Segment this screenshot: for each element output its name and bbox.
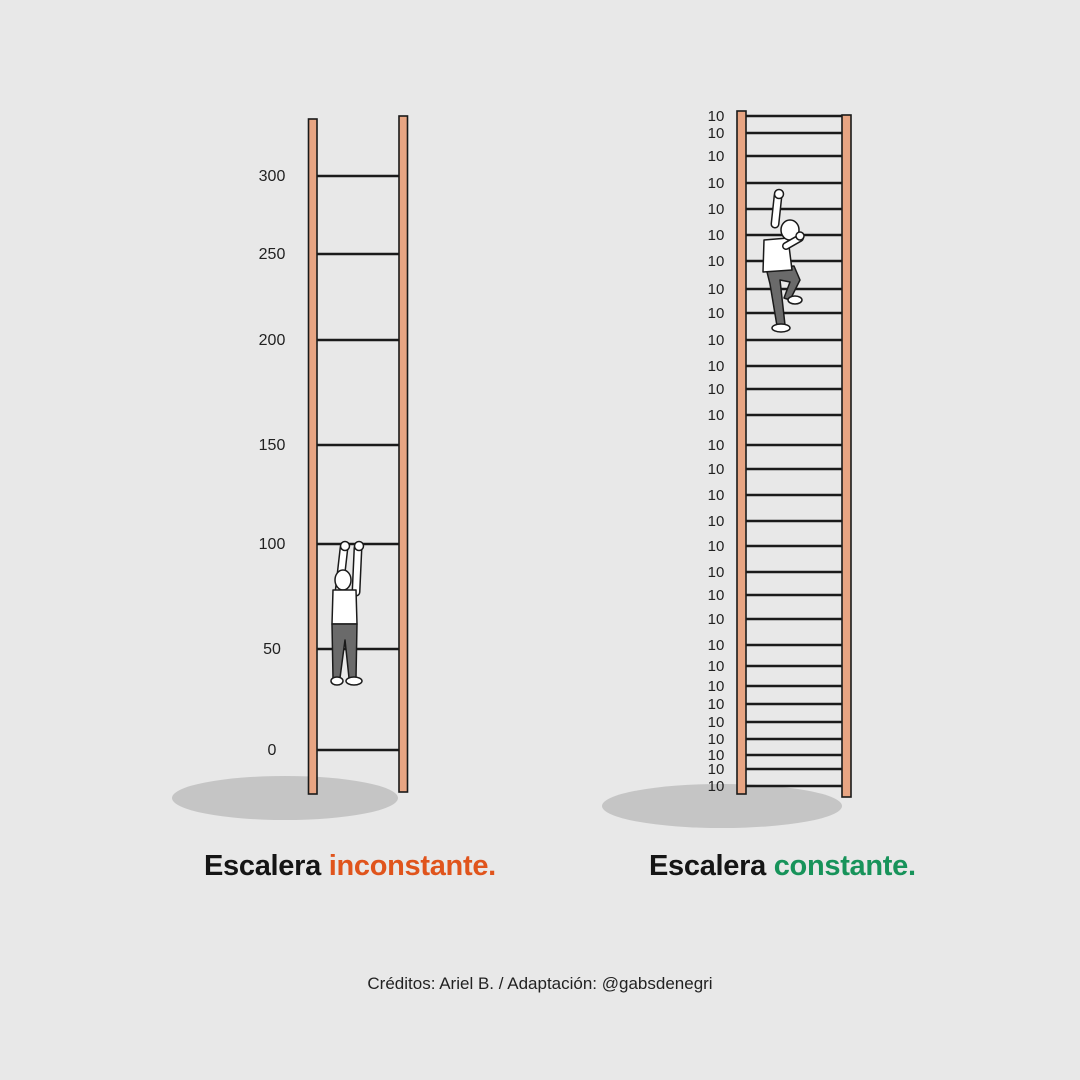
constant-ladder: 1010101010101010101010101010101010101010…	[708, 108, 852, 798]
right-rung-label: 10	[708, 305, 725, 322]
left-rail-right	[398, 115, 409, 793]
right-rung-label: 10	[708, 513, 725, 530]
right-rung-labels: 1010101010101010101010101010101010101010…	[708, 108, 725, 795]
right-rung-label: 10	[708, 358, 725, 375]
left-rung-label: 0	[268, 742, 277, 759]
right-rung-label: 10	[708, 461, 725, 478]
right-ladder-shadow	[602, 784, 842, 828]
right-rung-label: 10	[708, 564, 725, 581]
left-rung-label: 50	[263, 641, 281, 658]
right-rung-label: 10	[708, 125, 725, 142]
right-rung-label: 10	[708, 761, 725, 778]
right-rung-label: 10	[708, 778, 725, 795]
left-rung-label: 150	[259, 437, 286, 454]
right-rung-label: 10	[708, 731, 725, 748]
left-rung-label: 100	[259, 536, 286, 553]
right-rung-label: 10	[708, 407, 725, 424]
left-rail-left	[307, 118, 318, 795]
right-rung-label: 10	[708, 253, 725, 270]
right-rung-label: 10	[708, 696, 725, 713]
left-ladder-shadow	[172, 776, 398, 820]
right-rung-label: 10	[708, 658, 725, 675]
right-rung-label: 10	[708, 332, 725, 349]
right-rung-label: 10	[708, 487, 725, 504]
right-rung-label: 10	[708, 538, 725, 555]
left-rung-labels: 0 50 100 150 200 250 300	[259, 168, 286, 759]
right-rungs	[746, 114, 843, 788]
right-rung-label: 10	[708, 714, 725, 731]
left-rung-label: 300	[259, 168, 286, 185]
right-rung-label: 10	[708, 637, 725, 654]
right-rung-label: 10	[708, 747, 725, 764]
right-rung-label: 10	[708, 148, 725, 165]
right-rung-label: 10	[708, 381, 725, 398]
right-rung-label: 10	[708, 281, 725, 298]
left-rung-label: 200	[259, 332, 286, 349]
climbing-person-icon	[762, 188, 805, 333]
right-rung-label: 10	[708, 437, 725, 454]
right-rung-label: 10	[708, 201, 725, 218]
credits-text: Créditos: Ariel B. / Adaptación: @gabsde…	[367, 974, 713, 993]
right-rung-label: 10	[708, 678, 725, 695]
right-rung-label: 10	[708, 587, 725, 604]
caption-left-prefix: Escalera	[204, 850, 321, 882]
right-rung-label: 10	[708, 227, 725, 244]
right-rung-label: 10	[708, 175, 725, 192]
left-rungs	[316, 174, 400, 752]
inconstant-ladder: 0 50 100 150 200 250 300	[259, 115, 409, 795]
hanging-person-icon	[330, 540, 365, 686]
right-rail-right	[841, 114, 852, 798]
inconstant-ladder-caption: Escalera inconstante.	[204, 850, 496, 883]
caption-right-highlight: constante.	[773, 850, 916, 882]
right-rung-label: 10	[708, 108, 725, 125]
right-rung-label: 10	[708, 611, 725, 628]
right-rail-left	[736, 110, 747, 795]
constant-ladder-caption: Escalera constante.	[649, 850, 916, 883]
left-rung-label: 250	[259, 246, 286, 263]
caption-left-highlight: inconstante.	[328, 850, 497, 882]
caption-right-prefix: Escalera	[649, 850, 766, 882]
